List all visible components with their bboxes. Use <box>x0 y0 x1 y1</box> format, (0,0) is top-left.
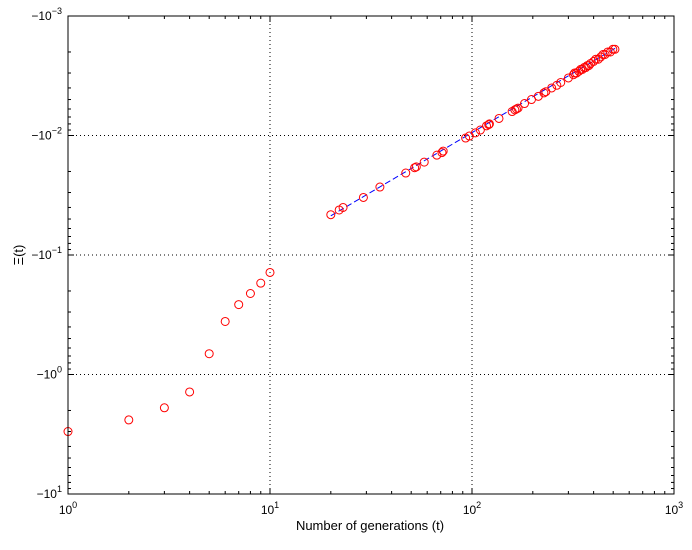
data-point <box>124 415 134 425</box>
data-point <box>494 113 504 123</box>
data-point <box>589 56 599 66</box>
data-point <box>596 52 606 62</box>
grid-lines <box>68 16 674 494</box>
y-tick-label: −101 <box>37 484 62 501</box>
y-tick-label: −10−2 <box>31 126 62 143</box>
data-point <box>204 349 214 359</box>
y-tick-label: −100 <box>37 365 62 382</box>
data-point <box>593 54 603 64</box>
fit-line <box>330 47 617 217</box>
data-point <box>256 278 266 288</box>
data-point <box>401 168 411 178</box>
data-point <box>185 387 195 397</box>
data-point <box>234 300 244 310</box>
data-point <box>591 54 601 64</box>
data-point <box>470 128 480 138</box>
data-point <box>605 47 615 57</box>
data-point <box>411 162 421 172</box>
data-point <box>585 59 595 69</box>
data-point <box>484 120 494 130</box>
data-point <box>511 104 521 114</box>
data-point <box>375 182 385 192</box>
x-tick-label: 103 <box>665 500 683 517</box>
data-point <box>358 192 368 202</box>
axis-ticks <box>67 15 675 495</box>
x-axis-label: Number of generations (t) <box>296 518 444 533</box>
data-point <box>608 44 618 54</box>
fit-line-layer <box>330 47 617 217</box>
x-tick-label: 102 <box>463 500 481 517</box>
data-point <box>437 148 447 158</box>
data-point <box>326 210 336 220</box>
data-point <box>475 125 485 135</box>
y-axis-label: Ξ(t) <box>11 245 26 266</box>
x-tick-label: 101 <box>261 500 279 517</box>
data-markers <box>63 44 620 437</box>
data-point <box>245 289 255 299</box>
y-tick-label: −10−3 <box>31 6 62 23</box>
data-point <box>432 150 442 160</box>
data-point <box>438 146 448 156</box>
data-point <box>482 121 492 131</box>
data-point <box>410 163 420 173</box>
data-point <box>539 88 549 98</box>
data-point <box>220 316 230 326</box>
y-tick-label: −10−1 <box>31 245 62 262</box>
data-point <box>547 83 557 93</box>
data-point <box>513 103 523 113</box>
data-point <box>563 73 573 83</box>
tick-labels: 100 101 102 103 −10−3 −10−2 −10−1 −100 −101 <box>31 6 683 517</box>
x-tick-label: 100 <box>59 500 77 517</box>
data-point <box>265 267 275 277</box>
data-point <box>484 119 494 129</box>
data-point <box>159 403 169 413</box>
data-point <box>600 50 610 60</box>
data-point <box>520 99 530 109</box>
data-point <box>419 157 429 167</box>
data-point <box>556 77 566 87</box>
data-point <box>338 202 348 212</box>
data-point <box>610 44 620 54</box>
